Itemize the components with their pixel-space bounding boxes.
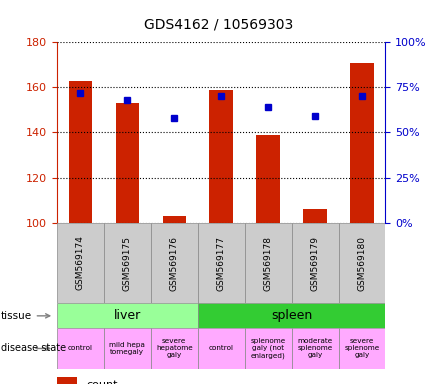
Text: count: count <box>86 381 118 384</box>
Text: mild hepa
tomegaly: mild hepa tomegaly <box>110 342 145 355</box>
FancyBboxPatch shape <box>57 223 104 303</box>
Text: GSM569175: GSM569175 <box>123 235 132 291</box>
FancyBboxPatch shape <box>151 328 198 369</box>
Text: GSM569179: GSM569179 <box>311 235 320 291</box>
Text: tissue: tissue <box>0 311 50 321</box>
FancyBboxPatch shape <box>104 328 151 369</box>
FancyBboxPatch shape <box>198 303 385 328</box>
Text: GSM569180: GSM569180 <box>357 235 367 291</box>
FancyBboxPatch shape <box>292 328 339 369</box>
FancyBboxPatch shape <box>104 223 151 303</box>
Text: GSM569178: GSM569178 <box>264 235 272 291</box>
FancyBboxPatch shape <box>292 223 339 303</box>
Text: spleen: spleen <box>271 310 312 322</box>
Text: GSM569177: GSM569177 <box>217 235 226 291</box>
Text: GSM569174: GSM569174 <box>76 236 85 290</box>
FancyBboxPatch shape <box>198 223 245 303</box>
FancyBboxPatch shape <box>245 223 292 303</box>
FancyBboxPatch shape <box>245 328 292 369</box>
Bar <box>303 209 327 223</box>
Text: splenome
galy (not
enlarged): splenome galy (not enlarged) <box>251 338 286 359</box>
Text: GDS4162 / 10569303: GDS4162 / 10569303 <box>145 17 293 31</box>
FancyBboxPatch shape <box>57 303 198 328</box>
Text: severe
splenome
galy: severe splenome galy <box>344 338 380 359</box>
Text: moderate
splenome
galy: moderate splenome galy <box>297 338 333 359</box>
Text: control: control <box>208 346 234 351</box>
FancyBboxPatch shape <box>339 223 385 303</box>
FancyBboxPatch shape <box>151 223 198 303</box>
FancyBboxPatch shape <box>339 328 385 369</box>
Bar <box>350 63 374 223</box>
Text: GSM569176: GSM569176 <box>170 235 179 291</box>
Bar <box>57 377 77 384</box>
Bar <box>116 103 139 223</box>
Text: liver: liver <box>114 310 141 322</box>
Text: disease state: disease state <box>0 343 66 354</box>
Bar <box>209 89 233 223</box>
Bar <box>256 135 280 223</box>
Bar <box>162 216 186 223</box>
FancyBboxPatch shape <box>198 328 245 369</box>
Text: severe
hepatome
galy: severe hepatome galy <box>156 338 193 359</box>
Text: control: control <box>68 346 93 351</box>
Bar <box>69 81 92 223</box>
FancyBboxPatch shape <box>57 328 104 369</box>
